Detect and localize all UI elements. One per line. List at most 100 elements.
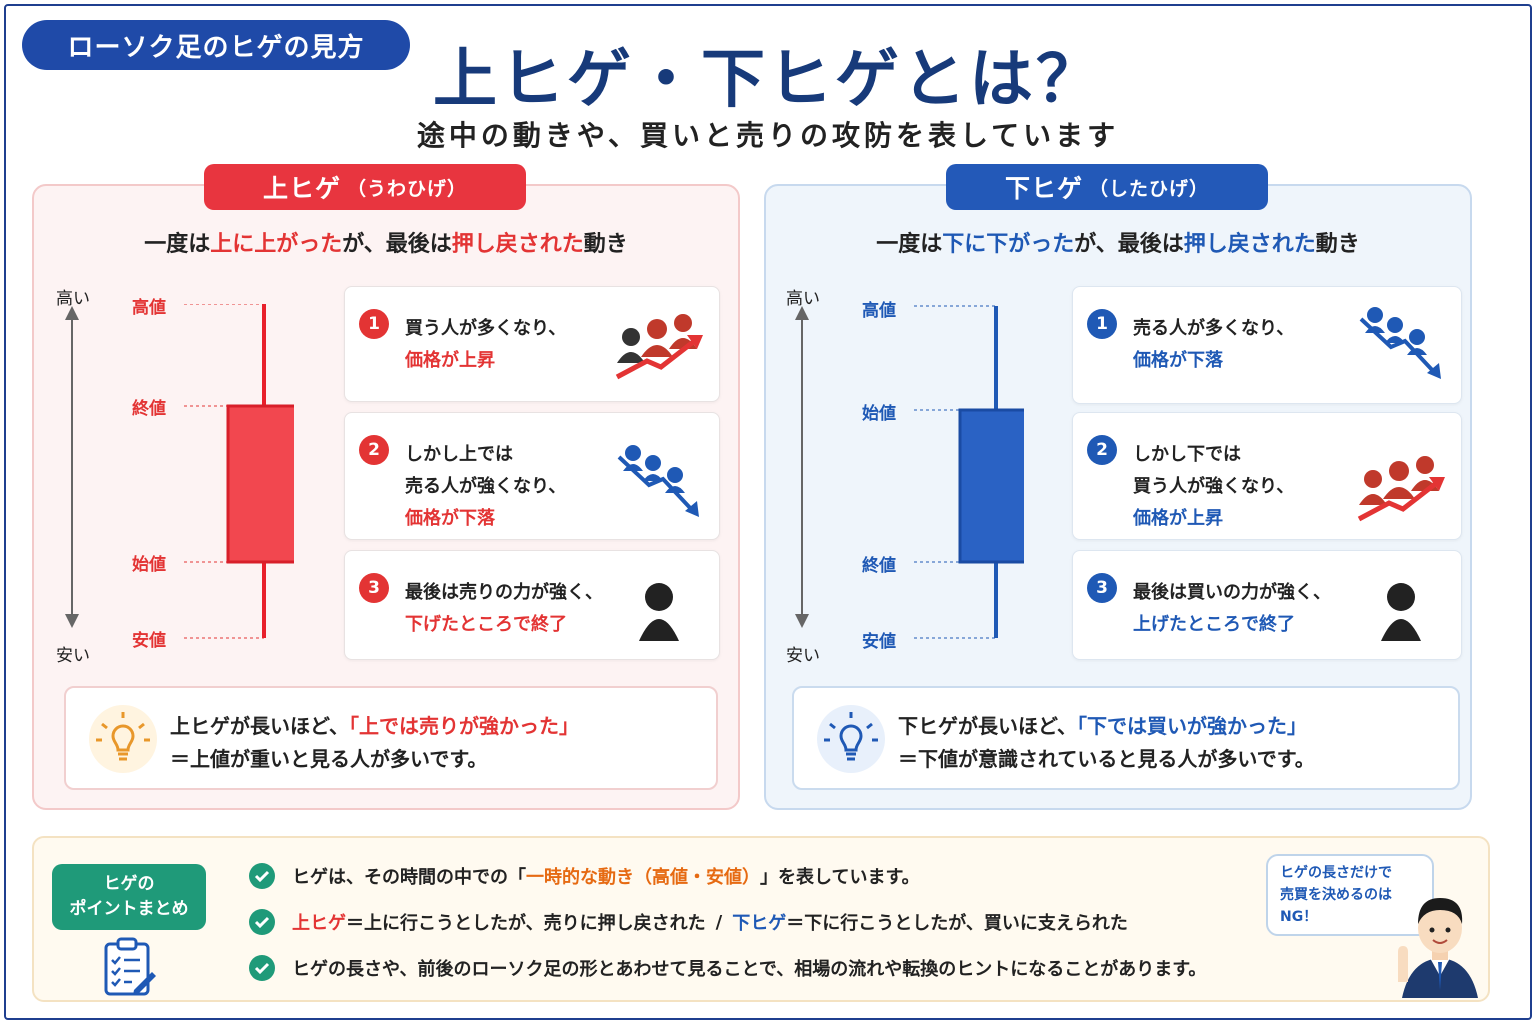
step-card-3: 3 最後は売りの力が強く、 下げたところで終了 xyxy=(344,550,720,660)
step-line: 売る人が強くなり、 xyxy=(405,476,567,497)
summary-text: ヒゲの長さや、前後のローソク足の形とあわせて見ることで、相場の流れや転換のヒント… xyxy=(292,959,1207,980)
axis-high-label: 高い xyxy=(56,289,90,309)
desc-highlight: 上に上がった xyxy=(210,232,343,257)
price-axis-arrow xyxy=(795,306,809,628)
tip-highlight: 「下では買いが強かった」 xyxy=(1077,714,1307,738)
businessman-illustration xyxy=(1398,898,1478,998)
desc-text: が、最後は xyxy=(342,232,452,257)
upper-shadow-tab-reading: （うわひげ） xyxy=(347,177,468,200)
tip-text: 下ヒゲが長いほど、「下では買いが強かった」 ＝下値が意識されていると見る人が多い… xyxy=(898,710,1315,776)
step-text: 最後は売りの力が強く、 下げたところで終了 xyxy=(405,577,603,641)
summary-tag: ヒゲの ポイントまとめ xyxy=(52,864,206,930)
step-card-1: 1 買う人が多くなり、 価格が上昇 xyxy=(344,286,720,402)
high-price-label: 高値 xyxy=(862,301,896,321)
step-line: 買う人が強くなり、 xyxy=(1133,476,1295,497)
speech-bubble: ヒゲの長さだけで 売買を決めるのは NG！ xyxy=(1266,854,1434,936)
summary-text: 」を表しています。 xyxy=(760,867,920,888)
upper-shadow-tip: 上ヒゲが長いほど、「上では売りが強かった」 ＝上値が重いと見る人が多いです。 xyxy=(64,686,718,790)
step-line: 最後は買いの力が強く、 xyxy=(1133,582,1331,603)
lower-shadow-description: 一度は下に下がったが、最後は押し戻された動き xyxy=(766,226,1470,258)
check-icon xyxy=(249,863,275,889)
check-icon xyxy=(249,909,275,935)
lightbulb-icon xyxy=(89,705,157,773)
people-falling-icon xyxy=(617,445,699,517)
lower-shadow-tab-label: 下ヒゲ xyxy=(1004,174,1083,203)
summary-item-2: 上ヒゲ ＝上に行こうとしたが、売りに押し戻された / 下ヒゲ ＝下に行こうとしたが、… xyxy=(248,908,1128,936)
upper-shadow-description: 一度は上に上がったが、最後は押し戻された動き xyxy=(34,226,738,258)
lower-shadow-tab-reading: （したひげ） xyxy=(1089,177,1210,200)
step-card-1: 1 売る人が多くなり、 価格が下落 xyxy=(1072,286,1462,404)
summary-text: ＝下に行こうとしたが、買いに支えられた xyxy=(786,913,1128,934)
desc-highlight: 押し戻された xyxy=(451,232,584,257)
close-price-label: 終値 xyxy=(132,399,166,419)
person-icon xyxy=(1381,583,1421,641)
summary-highlight: 下ヒゲ xyxy=(732,913,787,934)
speech-line: 売買を決めるのは xyxy=(1280,887,1392,903)
step-highlight: 下げたところで終了 xyxy=(405,614,567,635)
page-frame xyxy=(4,4,1532,1020)
upper-candle-chart xyxy=(65,304,294,639)
tip-line: 下ヒゲが長いほど、 xyxy=(898,714,1077,738)
step-card-2: 2 しかし上では 売る人が強くなり、 価格が下落 xyxy=(344,412,720,540)
candle-body xyxy=(958,408,1024,564)
step-card-3: 3 最後は買いの力が強く、 上げたところで終了 xyxy=(1072,550,1462,660)
people-rising-icon xyxy=(615,314,703,380)
step-number: 1 xyxy=(359,309,389,339)
summary-text: ＝上に行こうとしたが、売りに押し戻された xyxy=(346,913,706,934)
upper-shadow-tab-label: 上ヒゲ xyxy=(262,174,341,203)
tip-line: ＝下値が意識されていると見る人が多いです。 xyxy=(898,747,1315,771)
summary-item-3: ヒゲの長さや、前後のローソク足の形とあわせて見ることで、相場の流れや転換のヒント… xyxy=(248,954,1206,982)
close-price-label: 終値 xyxy=(862,556,896,576)
topic-badge: ローソク足のヒゲの見方 xyxy=(22,20,410,70)
open-price-label: 始値 xyxy=(862,404,896,424)
step-highlight: 価格が下落 xyxy=(1133,350,1223,371)
summary-box: ヒゲの ポイントまとめ ヒゲは、その時間の中での「 一時的な動き（高値・安値） 」を… xyxy=(32,836,1490,1002)
desc-highlight: 下に下がった xyxy=(942,232,1075,257)
candle-body xyxy=(226,404,294,564)
tip-line: 上ヒゲが長いほど、 xyxy=(170,714,349,738)
person-icon xyxy=(639,583,679,641)
summary-text: ヒゲは、その時間の中での「 xyxy=(292,867,526,888)
step-line: 最後は売りの力が強く、 xyxy=(405,582,603,603)
low-price-label: 安値 xyxy=(862,632,896,652)
step-number: 2 xyxy=(1087,435,1117,465)
people-rising-icon xyxy=(1357,456,1445,522)
price-axis-arrow xyxy=(65,306,79,628)
lower-candle-chart xyxy=(795,305,1024,639)
low-price-label: 安値 xyxy=(132,631,166,651)
speech-line: ヒゲの長さだけで xyxy=(1280,865,1392,881)
open-price-label: 始値 xyxy=(132,555,166,575)
axis-high-label: 高い xyxy=(786,289,820,309)
check-icon xyxy=(249,955,275,981)
summary-separator: / xyxy=(715,911,723,933)
step-highlight: 上げたところで終了 xyxy=(1133,614,1295,635)
desc-text: 一度は xyxy=(876,232,943,257)
step-text: 最後は買いの力が強く、 上げたところで終了 xyxy=(1133,577,1331,641)
step-highlight: 価格が上昇 xyxy=(1133,508,1223,529)
step-highlight: 価格が上昇 xyxy=(405,350,495,371)
step-line: 買う人が多くなり、 xyxy=(405,318,567,339)
desc-text: 動き xyxy=(583,232,628,257)
upper-shadow-panel: 上ヒゲ （うわひげ） 一度は上に上がったが、最後は押し戻された動き 高い 安い … xyxy=(32,164,740,810)
tip-text: 上ヒゲが長いほど、「上では売りが強かった」 ＝上値が重いと見る人が多いです。 xyxy=(170,710,579,776)
step-text: しかし上では 売る人が強くなり、 価格が下落 xyxy=(405,439,566,535)
summary-tag-line: ポイントまとめ xyxy=(69,899,189,919)
axis-low-label: 安い xyxy=(56,646,90,666)
summary-item-1: ヒゲは、その時間の中での「 一時的な動き（高値・安値） 」を表しています。 xyxy=(248,862,920,890)
step-text: 買う人が多くなり、 価格が上昇 xyxy=(405,313,566,377)
desc-text: が、最後は xyxy=(1074,232,1184,257)
summary-highlight: 一時的な動き（高値・安値） xyxy=(526,867,760,888)
step-number: 1 xyxy=(1087,309,1117,339)
lower-shadow-panel: 下ヒゲ （したひげ） 一度は下に下がったが、最後は押し戻された動き 高い 安い … xyxy=(764,164,1472,810)
summary-tag-line: ヒゲの xyxy=(103,874,155,894)
tip-line: ＝上値が重いと見る人が多いです。 xyxy=(170,747,488,771)
desc-highlight: 押し戻された xyxy=(1183,232,1316,257)
lightbulb-icon xyxy=(817,705,885,773)
axis-low-label: 安い xyxy=(786,646,820,666)
step-number: 3 xyxy=(1087,573,1117,603)
step-number: 3 xyxy=(359,573,389,603)
upper-shadow-tab: 上ヒゲ （うわひげ） xyxy=(204,164,526,210)
people-falling-icon xyxy=(1359,307,1441,379)
desc-text: 動き xyxy=(1315,232,1360,257)
step-line: 売る人が多くなり、 xyxy=(1133,318,1295,339)
